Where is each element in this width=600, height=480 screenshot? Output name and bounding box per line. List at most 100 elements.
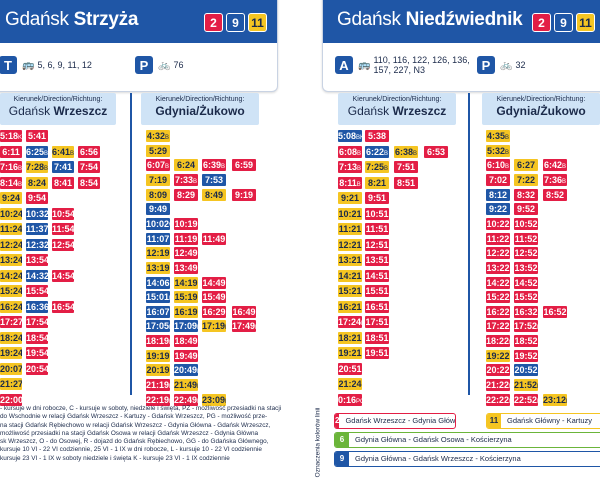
line-badge-2: 2: [532, 13, 551, 32]
departure-cell: 5:41: [26, 130, 48, 142]
departure-cell: 15:24: [0, 285, 22, 297]
departure-cell: 9:52: [514, 203, 538, 215]
departure-time: 11:24: [0, 224, 22, 234]
departure-note: PZ: [197, 384, 198, 390]
bus-lines: 110, 116, 122, 126, 136, 157, 227, N3: [373, 55, 470, 75]
departure-time: 16:32: [514, 307, 538, 317]
departure-time: 5:08: [338, 131, 357, 141]
departure-note: B: [505, 164, 510, 170]
departure-cell: 9:19: [232, 189, 256, 201]
departure-time: 15:22: [486, 292, 510, 302]
departure-time: 6:59: [234, 160, 253, 170]
departure-note: B: [169, 384, 170, 390]
departure-cell: 11:24: [0, 223, 22, 235]
legend-number: 11: [487, 414, 501, 428]
departure-time: 22:00: [0, 395, 22, 405]
departure-note: B: [505, 135, 510, 141]
departure-cell: 16:51: [365, 301, 389, 313]
departure-cell: 14:51: [365, 270, 389, 282]
departure-cell: 11:22: [486, 233, 510, 245]
departure-cell: 21:22B: [486, 379, 510, 391]
departure-cell: 7:33B: [174, 174, 198, 186]
departure-cell: 13:24: [0, 254, 22, 266]
departure-time: 8:09: [148, 190, 167, 200]
departure-cell: 10:51: [365, 208, 389, 220]
departure-time: 16:52: [543, 307, 567, 317]
departure-cell: 22:49PG: [174, 394, 198, 406]
departure-time: 18:19: [146, 336, 170, 346]
departure-time: 19:19: [146, 351, 170, 361]
departure-time: 8:12: [488, 190, 507, 200]
departure-cell: 12:24: [0, 239, 22, 251]
destination: Gdynia/Żukowo: [496, 104, 586, 118]
departure-time: 7:02: [488, 175, 507, 185]
departure-time: 15:51: [365, 286, 389, 296]
departure-cell: 17:27B: [0, 316, 22, 328]
departure-cell: 20:22: [486, 364, 510, 376]
departure-time: 10:21: [338, 209, 362, 219]
departure-time: 14:49: [202, 278, 226, 288]
departure-cell: 12:19: [146, 247, 170, 259]
tram-info: T 🚌 5, 6, 9, 11, 12: [0, 53, 92, 77]
departure-cell: 19:21: [338, 347, 362, 359]
departure-cell: 5:18K: [0, 130, 22, 142]
departure-time: 16:49: [232, 307, 256, 317]
departure-time: 16:36: [26, 302, 48, 312]
departure-time: 9:51: [367, 193, 386, 203]
departure-cell: 21:24: [338, 378, 362, 390]
departure-time: 5:18: [0, 131, 19, 141]
departure-cell: 17:54: [26, 316, 48, 328]
legend-line-11: 11 Gdańsk Główny - Kartuzy: [486, 413, 600, 429]
departure-time: 11:54: [52, 224, 74, 234]
bike-count: 32: [515, 60, 526, 70]
departure-time: 10:51: [365, 209, 389, 219]
departure-note: B: [169, 399, 170, 405]
departure-time: 19:49: [174, 351, 198, 361]
departure-cell: 13:49: [174, 262, 198, 274]
departure-note: BK: [356, 135, 362, 141]
departure-time: 11:21: [338, 224, 362, 234]
stop-panel-niedzwiednik: Gdańsk Niedźwiednik 2 9 11 A 🚌 110, 116,…: [322, 0, 600, 92]
departure-time: 14:24: [0, 271, 22, 281]
departure-time: 0:16: [338, 395, 357, 405]
departure-time: 23:09: [202, 395, 226, 405]
departure-cell: 18:21: [338, 332, 362, 344]
parking-icon: P: [477, 56, 495, 74]
departure-time: 14:21: [338, 271, 362, 281]
departure-cell: 16:49: [232, 306, 256, 318]
departure-time: 17:24: [338, 317, 362, 327]
departure-cell: 22:22B: [486, 394, 510, 406]
direction-label: Kierunek/Direction/Richtung:: [13, 96, 103, 103]
departure-time: 8:11: [339, 178, 357, 188]
departure-cell: 15:19: [174, 291, 198, 303]
departure-note: B: [193, 179, 198, 185]
departure-cell: 11:21: [338, 223, 362, 235]
departure-time: 10:19: [174, 219, 198, 229]
departure-time: 7:33: [174, 175, 193, 185]
departure-cell: 16:52: [543, 306, 567, 318]
departure-cell: 14:54: [52, 270, 74, 282]
departure-time: 19:21: [338, 348, 362, 358]
legend-line-6: 6 Gdynia Główna - Gdańsk Osowa - Kościer…: [334, 432, 600, 448]
departure-cell: 16:32: [514, 306, 538, 318]
departure-time: 21:52: [514, 380, 538, 390]
line-badges: 2 9 11: [532, 13, 595, 32]
departure-cell: 9:51: [365, 192, 389, 204]
departure-cell: 7:16B: [0, 161, 22, 173]
departure-cell: 8:21: [365, 177, 389, 189]
departure-cell: 16:29: [202, 306, 226, 318]
departure-time: 21:27: [0, 379, 22, 389]
departure-note: B: [357, 166, 362, 172]
departure-cell: 18:52: [514, 335, 538, 347]
departure-cell: 11:07: [146, 233, 170, 245]
departure-cell: 7:51: [394, 161, 418, 173]
stop-name: Gdańsk Strzyża: [5, 9, 139, 30]
departure-time: 16:24: [0, 302, 22, 312]
departure-time: 5:41: [27, 131, 46, 141]
departure-cell: 7:53: [202, 174, 226, 186]
departure-cell: 10:32W: [26, 208, 48, 220]
departure-time: 8:24: [27, 178, 46, 188]
departure-time: 15:19: [174, 292, 198, 302]
departure-cell: 7:41: [52, 161, 74, 173]
departure-time: 10:32: [26, 209, 48, 219]
